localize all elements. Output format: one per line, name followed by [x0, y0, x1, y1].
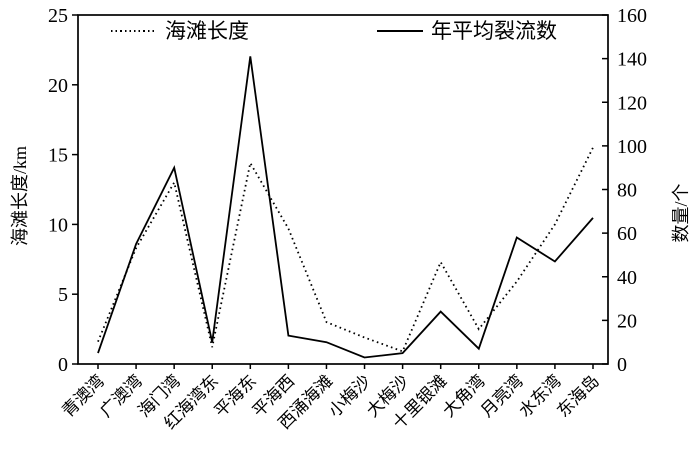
plot-border [77, 14, 609, 365]
rip-count-line [97, 56, 594, 359]
legend-beach-length-label: 海滩长度 [165, 19, 249, 43]
dotted-line-sample [111, 30, 157, 32]
category-label: 小梅沙 [325, 371, 374, 420]
category-label: 东海岛 [553, 371, 602, 420]
category-label: 水东湾 [515, 371, 564, 420]
legend-beach-length: 海滩长度 [111, 19, 249, 43]
beach-length-line [97, 147, 594, 353]
left-tick-label: 20 [48, 75, 68, 97]
right-axis: 0 20 40 60 80 100 120 140 160 [602, 5, 647, 376]
right-tick-label: 20 [617, 310, 637, 332]
right-tick-label: 40 [617, 267, 637, 289]
right-tick-label: 120 [617, 92, 647, 114]
category-label: 青澳湾 [58, 371, 107, 420]
left-axis: 0 5 10 15 20 25 [48, 5, 78, 376]
right-tick-label: 80 [617, 180, 637, 202]
category-label: 月亮湾 [477, 371, 526, 420]
right-tick-label: 0 [617, 354, 627, 376]
left-axis-title: 海滩长度/km [10, 145, 30, 247]
left-tick-label: 0 [58, 354, 68, 376]
legend-rip-count: 年平均裂流数 [377, 19, 557, 43]
right-tick-label: 60 [617, 223, 637, 245]
left-tick-label: 5 [58, 284, 68, 306]
left-tick-label: 15 [48, 145, 68, 167]
category-label: 大角湾 [439, 371, 488, 420]
category-label: 广澳湾 [96, 371, 145, 420]
right-tick-label: 100 [617, 136, 647, 158]
solid-line-sample [377, 30, 423, 32]
x-axis: 青澳湾广澳湾海门湾红海湾东平海东平海西西涌海滩小梅沙大梅沙十里银滩大角湾月亮湾水… [58, 364, 603, 433]
left-tick-label: 25 [48, 5, 68, 27]
legend-rip-count-label: 年平均裂流数 [431, 19, 557, 43]
right-axis-title: 数量/个 [671, 183, 691, 243]
right-tick-label: 140 [617, 49, 647, 71]
left-tick-label: 10 [48, 214, 68, 236]
category-label: 平海东 [211, 371, 260, 420]
right-tick-label: 160 [617, 5, 647, 27]
